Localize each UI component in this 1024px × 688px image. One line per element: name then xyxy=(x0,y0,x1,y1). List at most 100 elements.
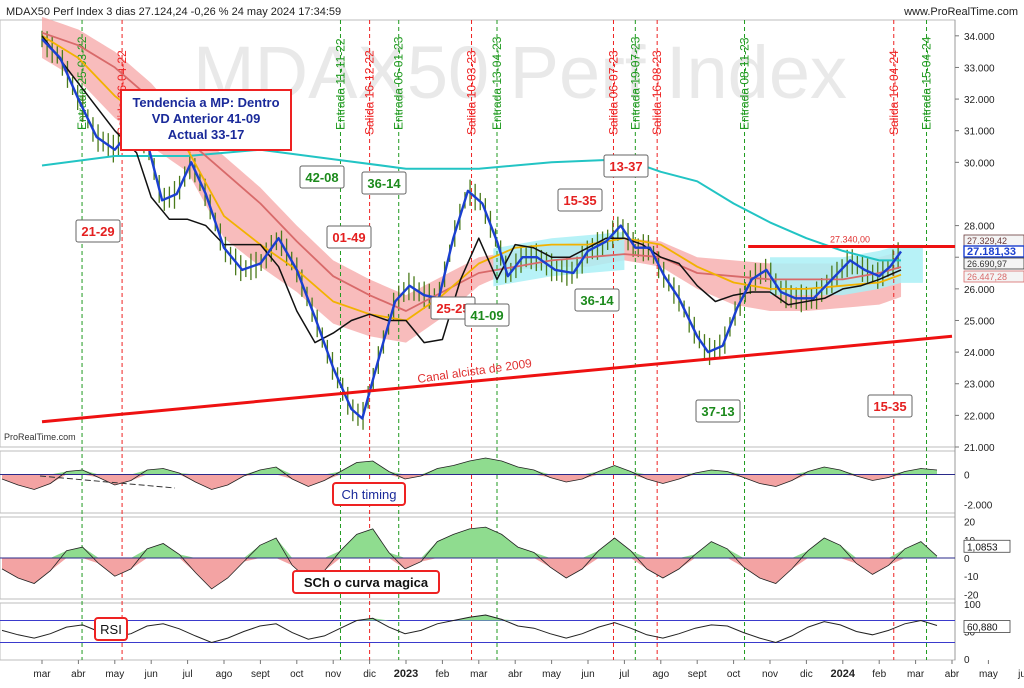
rsi-title-box xyxy=(94,617,128,641)
x-tick-label: dic xyxy=(363,669,376,680)
sch-y-tick: 0 xyxy=(964,554,970,565)
x-tick-label: feb xyxy=(872,669,886,680)
x-tick-label: jul xyxy=(182,669,193,680)
y-tick-label: 24.000 xyxy=(964,348,995,359)
y-tick-label: 33.000 xyxy=(964,63,995,74)
annotation-label: 13-37 xyxy=(609,159,642,174)
y-tick-label: 22.000 xyxy=(964,411,995,422)
x-tick-label: nov xyxy=(762,669,778,680)
annotation-label: 21-29 xyxy=(81,224,114,239)
x-tick-label: abr xyxy=(71,669,86,680)
y-tick-label: 25.000 xyxy=(964,316,995,327)
x-tick-label: mar xyxy=(907,669,925,680)
trend-info-line: Actual 33-17 xyxy=(168,127,245,142)
x-tick-label: mar xyxy=(33,669,51,680)
x-tick-label: may xyxy=(105,669,124,680)
series-line-price xyxy=(41,38,902,420)
x-tick-label: abr xyxy=(945,669,960,680)
sch-positive-area xyxy=(2,527,937,558)
price-label: 27.181,33 xyxy=(967,246,1016,258)
x-tick-label: jun xyxy=(144,669,158,680)
x-tick-label: sept xyxy=(251,669,270,680)
ch-title: Ch timing xyxy=(342,487,397,502)
trend-info-box xyxy=(120,89,292,151)
annotation-label: 42-08 xyxy=(305,170,338,185)
x-tick-label: jul xyxy=(618,669,629,680)
y-tick-label: 28.000 xyxy=(964,222,995,233)
price-label: 26.690,97 xyxy=(967,259,1007,269)
annotation-box xyxy=(557,188,603,212)
panel-rsi xyxy=(0,602,956,661)
x-tick-label: ago xyxy=(652,669,669,680)
x-tick-label: oct xyxy=(727,669,741,680)
resistance-label: 27.340,00 xyxy=(830,234,870,244)
sch-title-box xyxy=(292,570,440,594)
rsi-current-value: 60,880 xyxy=(967,623,998,634)
sch-y-tick: -20 xyxy=(964,590,979,601)
sch-y-tick: -10 xyxy=(964,572,979,583)
rsi-y-tick: 100 xyxy=(964,600,981,611)
signal-label-exit: Salida 16-12-22 xyxy=(363,50,377,135)
x-tick-label: dic xyxy=(800,669,813,680)
annotation-label: 36-14 xyxy=(580,293,614,308)
annotation-label: 37-13 xyxy=(701,404,734,419)
x-tick-label: jun xyxy=(580,669,594,680)
annotation-box xyxy=(299,165,345,189)
signal-label-entry: Entrada 08-11-23 xyxy=(738,37,752,130)
chart-title: MDAX50 Perf Index 3 dias 27.124,24 -0,26… xyxy=(6,6,341,18)
sch-title: SCh o curva magica xyxy=(304,575,429,590)
ch-y-tick: 0 xyxy=(964,471,970,482)
y-tick-label: 30.000 xyxy=(964,158,995,169)
trend-info-line: Tendencia a MP: Dentro xyxy=(132,95,279,110)
ch-y-tick: -2.000 xyxy=(964,501,993,512)
brand-label: ProRealTime.com xyxy=(4,432,76,442)
ch-line xyxy=(1,457,938,490)
ichimoku-cloud-cyan xyxy=(770,244,923,296)
y-tick-label: 32.000 xyxy=(964,95,995,106)
x-tick-label: 2023 xyxy=(394,668,418,680)
price-label: 27.329,42 xyxy=(967,236,1007,246)
annotation-box xyxy=(603,154,649,178)
signal-label-entry: Entrada 25-03-22 xyxy=(75,36,89,130)
signal-label-entry: Entrada 19-07-23 xyxy=(628,36,642,130)
y-tick-label: 31.000 xyxy=(964,127,995,138)
x-tick-label: sept xyxy=(688,669,707,680)
annotation-box xyxy=(574,288,620,312)
y-tick-label: 26.000 xyxy=(964,285,995,296)
signal-label-exit: Salida 10-03-23 xyxy=(465,50,479,135)
x-tick-label: nov xyxy=(325,669,341,680)
rsi-line xyxy=(1,614,938,644)
x-tick-label: ago xyxy=(216,669,233,680)
annotation-box xyxy=(867,394,913,418)
annotation-box xyxy=(326,225,372,249)
annotation-label: 36-14 xyxy=(367,176,401,191)
signal-label-entry: Entrada 13-04-23 xyxy=(490,36,504,130)
annotation-label: 25-25 xyxy=(436,301,469,316)
rsi-overbought-area xyxy=(2,615,937,621)
watermark: MDAX50 Perf Index xyxy=(193,31,847,114)
series-line-sma_black xyxy=(41,35,902,344)
sch-line xyxy=(1,526,938,590)
x-tick-label: oct xyxy=(290,669,304,680)
price-label: 26.447,28 xyxy=(967,272,1007,282)
x-tick-label: 2024 xyxy=(831,668,856,680)
x-tick-label: mar xyxy=(470,669,488,680)
ch-dashed-line xyxy=(39,475,176,489)
y-tick-label: 34.000 xyxy=(964,32,995,43)
annotation-label: 01-49 xyxy=(332,230,365,245)
signal-label-entry: Entrada 06-01-23 xyxy=(392,36,406,130)
signal-label-exit: Salida 16-08-23 xyxy=(650,50,664,135)
sch-y-tick: 20 xyxy=(964,518,976,529)
signal-label-exit: Salida 16-04-24 xyxy=(887,50,901,135)
annotation-label: 41-09 xyxy=(470,308,503,323)
rsi-title: RSI xyxy=(100,622,122,637)
x-tick-label: abr xyxy=(508,669,523,680)
y-tick-label: 21.000 xyxy=(964,443,995,454)
signal-label-entry: Entrada 15-04-24 xyxy=(920,36,934,130)
signal-label-entry: Entrada 11-11-22 xyxy=(333,38,347,130)
x-tick-label: may xyxy=(979,669,998,680)
ch-negative-area xyxy=(2,474,937,490)
annotation-label: 15-35 xyxy=(563,193,596,208)
